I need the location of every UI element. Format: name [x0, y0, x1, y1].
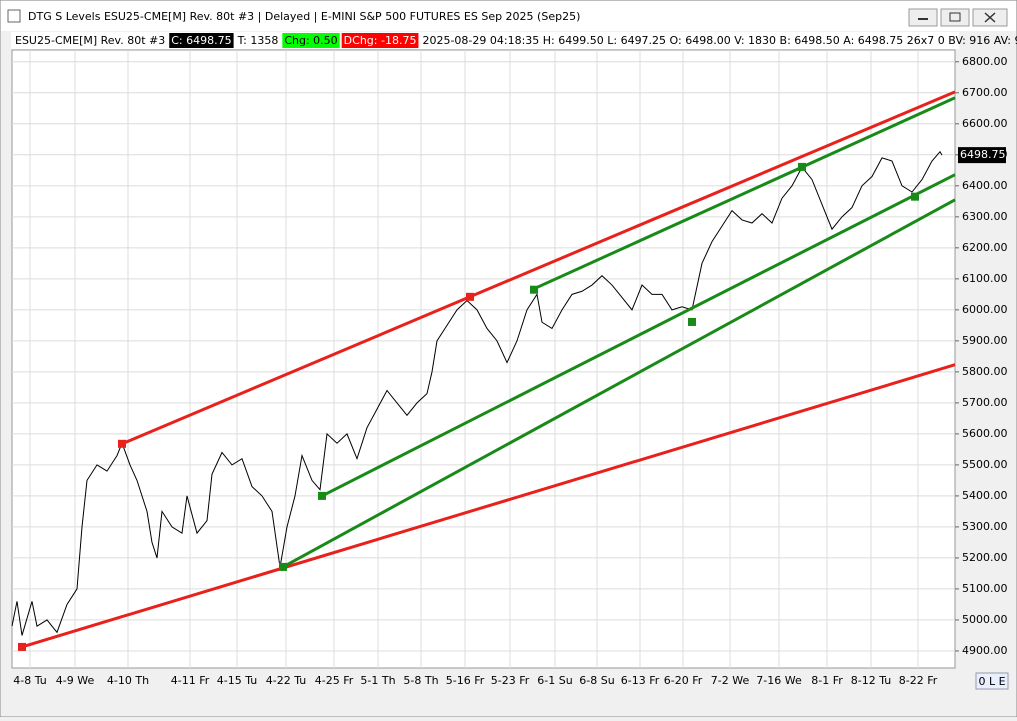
trend-line [321, 173, 956, 498]
x-tick-label: 4-10 Th [107, 674, 149, 687]
y-tick-label: 5000.00 [962, 613, 1008, 626]
trend-line [282, 198, 956, 569]
pivot-marker [798, 162, 806, 171]
info-items: ESU25-CME[M] Rev. 80t #3 C: 6498.75 T: 135… [15, 33, 1017, 48]
info-symbol: ESU25-CME[M] Rev. 80t #3 [15, 34, 165, 47]
x-tick-label: 5-16 Fr [446, 674, 485, 687]
y-tick-label: 6800.00 [962, 55, 1008, 68]
x-tick-label: 6-8 Su [579, 674, 614, 687]
y-tick-label: 5200.00 [962, 551, 1008, 564]
x-tick-label: 4-9 We [56, 674, 95, 687]
maximize-icon [949, 12, 961, 22]
x-tick-label: 6-13 Fr [621, 674, 660, 687]
pivot-marker [118, 439, 126, 448]
y-tick-label: 5800.00 [962, 365, 1008, 378]
pivot-marker [466, 292, 474, 301]
info-bg [169, 33, 234, 48]
x-tick-label: 4-22 Tu [266, 674, 306, 687]
info-close: C: 6498.75 [171, 34, 231, 47]
x-tick-label: 5-23 Fr [491, 674, 530, 687]
x-tick-label: 4-8 Tu [13, 674, 46, 687]
info-change: Chg: 0.50 [284, 34, 337, 47]
window-title: DTG S Levels ESU25-CME[M] Rev. 80t #3 | … [28, 10, 580, 23]
y-tick-label: 6700.00 [962, 86, 1008, 99]
trend-line [21, 363, 956, 649]
plot-area [11, 49, 956, 669]
x-tick-label: 5-1 Th [360, 674, 395, 687]
info-ticks: T: 1358 [237, 34, 279, 47]
last-price-label: 6498.75 [960, 148, 1006, 161]
title-bar [1, 1, 1016, 31]
y-tick-label: 5100.00 [962, 582, 1008, 595]
x-tick-label: 8-22 Fr [899, 674, 938, 687]
info-bar [11, 32, 959, 49]
x-tick-label: 5-8 Th [403, 674, 438, 687]
pivot-marker [279, 562, 287, 571]
trend-line [121, 90, 956, 446]
corner-button[interactable] [975, 672, 1009, 690]
close-icon [984, 12, 996, 23]
pivot-marker [318, 491, 326, 500]
info-details: 2025-08-29 04:18:35 H: 6499.50 L: 6497.2… [422, 34, 1017, 47]
pivot-marker [530, 285, 538, 294]
x-tick-label: 6-1 Su [537, 674, 572, 687]
corner-button-label: 0 L E [978, 675, 1005, 688]
y-tick-label: 6400.00 [962, 179, 1008, 192]
x-tick-label: 4-25 Fr [315, 674, 354, 687]
app-icon [7, 9, 21, 23]
plot [11, 50, 956, 668]
x-tick-label: 7-16 We [756, 674, 802, 687]
last-price-box [958, 147, 1006, 164]
maximize-button[interactable] [940, 8, 970, 27]
y-tick-label: 5900.00 [962, 334, 1008, 347]
x-tick-label: 7-2 We [711, 674, 750, 687]
x-tick-label: 6-20 Fr [664, 674, 703, 687]
y-tick-label: 6600.00 [962, 117, 1008, 130]
x-tick-label: 8-12 Tu [851, 674, 891, 687]
y-tick-label: 5300.00 [962, 520, 1008, 533]
y-tick-label: 5700.00 [962, 396, 1008, 409]
y-tick-label: 6200.00 [962, 241, 1008, 254]
y-tick-label: 5600.00 [962, 427, 1008, 440]
pivot-marker [911, 192, 919, 201]
y-tick-label: 6000.00 [962, 303, 1008, 316]
y-tick-label: 5400.00 [962, 489, 1008, 502]
x-tick-label: 4-15 Tu [217, 674, 257, 687]
price-line [11, 150, 943, 636]
pivot-marker [688, 317, 696, 326]
x-tick-label: 4-11 Fr [171, 674, 210, 687]
trend-line [531, 96, 956, 292]
info-bg [282, 33, 340, 48]
y-tick-label: 6100.00 [962, 272, 1008, 285]
info-day-change: DChg: -18.75 [344, 34, 417, 47]
info-bg [341, 33, 419, 48]
y-tick-label: 5500.00 [962, 458, 1008, 471]
pivot-marker [18, 642, 26, 651]
y-tick-label: 4900.00 [962, 644, 1008, 657]
y-tick-label: 6300.00 [962, 210, 1008, 223]
x-tick-label: 8-1 Fr [811, 674, 843, 687]
minimize-button[interactable] [908, 8, 938, 27]
